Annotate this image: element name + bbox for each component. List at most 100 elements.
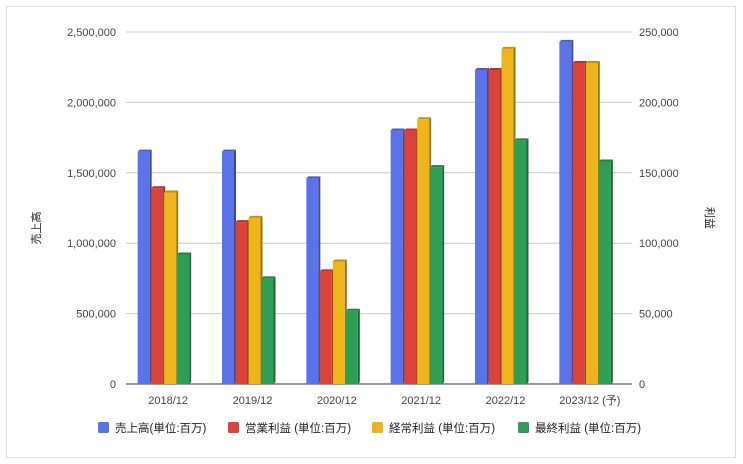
legend: 売上高(単位:百万) 営業利益 (単位:百万) 経常利益 (単位:百万) 最終利益 (… — [98, 421, 641, 435]
bar-face — [404, 130, 417, 384]
bar-top — [572, 60, 587, 63]
bar — [137, 149, 152, 384]
bar — [345, 308, 360, 384]
bar-face — [235, 222, 248, 384]
right-tick-label: 100,000 — [639, 238, 679, 250]
bar-face — [559, 41, 572, 385]
left-tick-label: 1,500,000 — [67, 168, 116, 180]
bar-face — [248, 217, 261, 384]
legend-swatch — [228, 422, 239, 433]
x-tick-label: 2018/12 — [148, 395, 188, 407]
bar — [164, 190, 179, 384]
bar — [235, 220, 250, 384]
bar — [306, 176, 321, 384]
bar — [430, 165, 445, 384]
chart-frame — [6, 6, 736, 458]
legend-label: 売上高(単位:百万) — [115, 421, 207, 435]
bar-top — [488, 68, 503, 71]
left-tick-label: 2,500,000 — [67, 27, 116, 39]
bar-face — [585, 62, 598, 384]
bar-top — [390, 128, 405, 131]
x-tick-label: 2023/12 (予) — [559, 394, 620, 407]
bar-top — [306, 176, 321, 179]
bar-face — [177, 254, 190, 384]
bar-face — [151, 188, 164, 384]
right-tick-label: 50,000 — [639, 309, 673, 321]
legend-label: 経常利益 (単位:百万) — [389, 421, 495, 435]
gridlines — [126, 31, 632, 385]
bar-top — [235, 220, 250, 223]
legend-swatch — [372, 422, 383, 433]
bar — [417, 117, 432, 385]
bar-top — [430, 165, 445, 168]
bar-face — [332, 261, 345, 384]
legend-label: 最終利益 (単位:百万) — [535, 421, 641, 435]
bar — [332, 259, 347, 384]
right-axis-title: 利益 — [703, 207, 717, 229]
bar-top — [475, 68, 489, 71]
legend-swatch — [518, 422, 529, 433]
bar — [261, 276, 276, 384]
bar-face — [222, 151, 234, 384]
bar — [559, 39, 574, 385]
bar-face — [306, 178, 319, 384]
bar-face — [319, 271, 332, 384]
bar — [319, 269, 334, 384]
bar-face — [261, 278, 274, 384]
left-tick-label: 500,000 — [76, 309, 116, 321]
x-tick-label: 2020/12 — [317, 395, 357, 407]
bar-top — [501, 46, 516, 49]
legend-item: 売上高(単位:百万) — [98, 421, 207, 435]
bar — [572, 60, 587, 384]
left-tick-label: 1,000,000 — [67, 238, 116, 250]
bar — [151, 186, 166, 384]
x-tick-label: 2022/12 — [486, 395, 526, 407]
bar-top — [177, 252, 192, 255]
bar-face — [417, 119, 430, 385]
bar-face — [572, 62, 585, 384]
bar — [404, 128, 419, 384]
bar-face — [164, 192, 177, 384]
bar — [177, 252, 192, 384]
bar-face — [598, 161, 611, 384]
bar-top — [585, 60, 600, 63]
bar — [585, 60, 600, 384]
bar-top — [248, 215, 263, 218]
x-tick-label: 2021/12 — [401, 395, 441, 407]
bar-top — [559, 39, 574, 42]
x-tick-label: 2019/12 — [233, 395, 273, 407]
bar-top — [598, 159, 613, 162]
left-axis-ticks: 0 500,000 1,000,000 1,500,000 2,000,000 2,500… — [67, 27, 116, 391]
bar — [598, 159, 613, 384]
left-tick-label: 2,000,000 — [67, 97, 116, 109]
legend-item: 営業利益 (単位:百万) — [228, 421, 351, 435]
bar-top — [514, 138, 529, 141]
legend-item: 最終利益 (単位:百万) — [518, 421, 641, 435]
bar-face — [137, 151, 150, 384]
bar — [475, 68, 489, 385]
right-tick-label: 200,000 — [639, 97, 679, 109]
bar — [390, 128, 405, 384]
right-axis-ticks: 0 50,000 100,000 150,000 200,000 250,000 — [639, 27, 679, 391]
bar-top — [164, 190, 179, 193]
bar-top — [261, 276, 276, 279]
bar — [248, 215, 263, 384]
bar-face — [390, 130, 403, 384]
bar-face — [345, 310, 358, 384]
bar-top — [417, 117, 432, 120]
left-tick-label: 0 — [110, 379, 116, 391]
bar-top — [151, 186, 166, 189]
bar-side — [526, 138, 529, 384]
bar-top — [137, 149, 152, 152]
bar-side — [189, 252, 192, 384]
bar-top — [222, 149, 236, 152]
legend-label: 営業利益 (単位:百万) — [245, 421, 351, 435]
bar-top — [332, 259, 347, 262]
left-axis-title: 売上高 — [29, 212, 43, 245]
bar — [222, 149, 236, 384]
legend-item: 経常利益 (単位:百万) — [372, 421, 495, 435]
bar-top — [345, 308, 360, 311]
bar-side — [273, 276, 276, 384]
right-tick-label: 0 — [639, 379, 645, 391]
